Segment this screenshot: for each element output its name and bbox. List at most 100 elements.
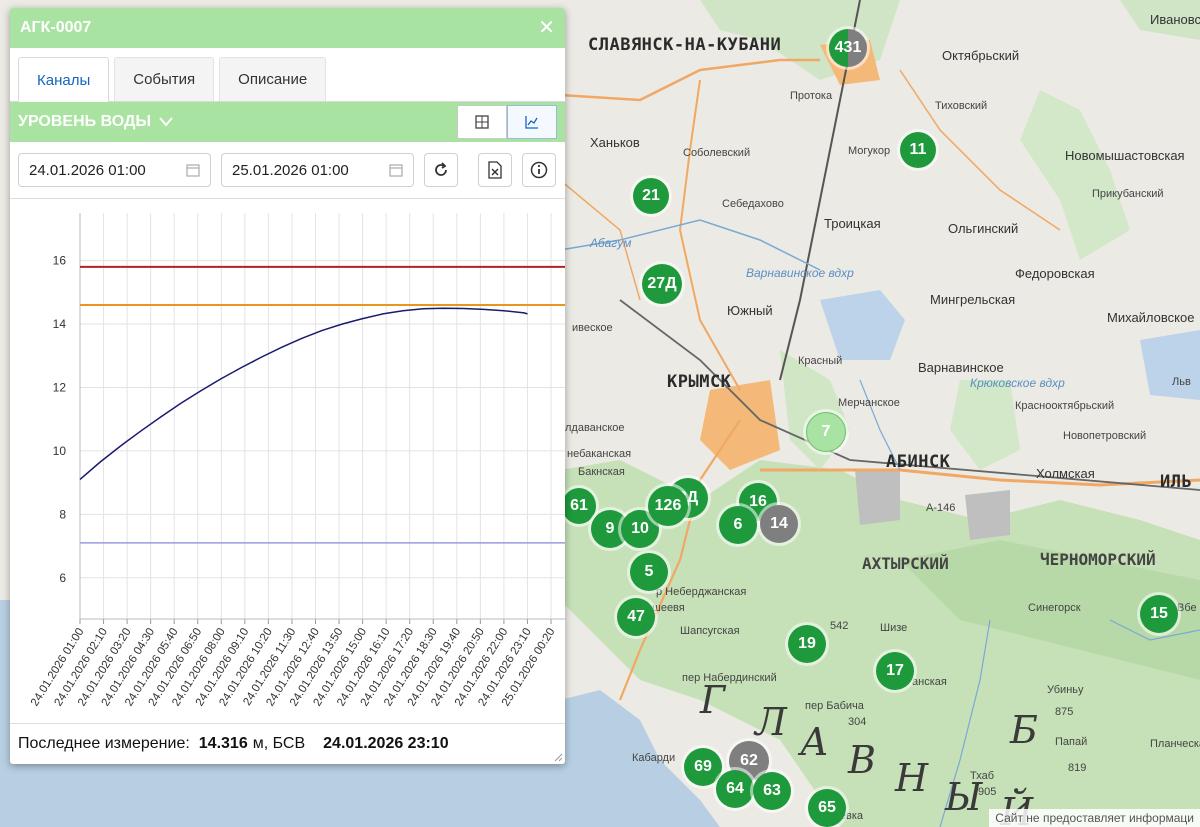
city-label: КРЫМСК	[667, 372, 732, 392]
village-label: Себедахово	[722, 198, 784, 210]
y-tick-label: 12	[53, 380, 67, 394]
village-label: ивеское	[572, 322, 613, 334]
village-label: Ханьков	[590, 135, 640, 150]
village-label: Планческая	[1150, 738, 1200, 750]
range-letter: Г	[700, 678, 726, 722]
station-cluster[interactable]: 15	[1140, 595, 1178, 633]
chart-view-button[interactable]	[507, 105, 557, 139]
station-cluster[interactable]: 65	[808, 789, 846, 827]
map-attribution: Сайт не предоставляет информаци	[989, 809, 1200, 827]
village-label: Южный	[727, 303, 773, 318]
export-excel-button[interactable]	[478, 153, 512, 187]
village-label: Кабарди	[632, 752, 676, 764]
station-cluster[interactable]: 19	[788, 625, 826, 663]
village-label: Тхаб	[970, 770, 995, 782]
line-chart-icon	[525, 116, 538, 129]
station-cluster[interactable]: 431	[829, 29, 867, 67]
date-to-field[interactable]: 25.01.2026 01:00	[221, 153, 414, 187]
resize-grip-icon[interactable]	[553, 752, 563, 762]
tab-channels[interactable]: Каналы	[18, 57, 110, 102]
region-label: ЧЕРНОМОРСКИЙ	[1040, 550, 1156, 569]
village-label: Федоровская	[1015, 266, 1095, 281]
village-label: Могукор	[848, 145, 891, 157]
city-label: СЛАВЯНСК-НА-КУБАНИ	[588, 35, 782, 55]
excel-file-icon	[488, 161, 502, 179]
view-toggle	[457, 105, 557, 139]
water-level-chart[interactable]: 24.01.2026 01:00 24.01.2026 02:10 24.01.20…	[10, 198, 565, 723]
station-cluster[interactable]: 61	[562, 488, 596, 524]
station-cluster[interactable]: 69	[684, 748, 722, 786]
village-label: Льв	[1172, 376, 1191, 388]
village-label: Шапсугская	[680, 625, 740, 637]
elevation-label: 875	[1055, 706, 1074, 718]
refresh-button[interactable]	[424, 153, 458, 187]
station-cluster[interactable]: 7	[806, 412, 846, 452]
station-cluster[interactable]: 11	[900, 132, 936, 168]
village-label: Тиховский	[935, 100, 988, 112]
city-label: АБИНСК	[886, 452, 951, 472]
station-cluster[interactable]: 6	[719, 506, 757, 544]
range-letter: В	[848, 738, 876, 782]
road-label: А-146	[926, 502, 956, 514]
table-view-button[interactable]	[457, 105, 507, 139]
info-icon	[530, 161, 548, 179]
range-letter: Ы	[945, 775, 983, 819]
station-cluster[interactable]: 47	[617, 598, 655, 636]
village-label: Синегорск	[1028, 602, 1081, 614]
calendar-icon	[186, 164, 200, 177]
elevation-label: 819	[1068, 762, 1087, 774]
station-cluster[interactable]: 17	[876, 652, 914, 690]
elevation-label: 905	[978, 786, 997, 798]
water-label: Абагум	[590, 236, 632, 250]
channel-bar: УРОВЕНЬ ВОДЫ	[10, 102, 565, 142]
panel-header: АГК-0007 ✕	[10, 8, 565, 48]
y-tick-label: 8	[59, 507, 66, 521]
info-button[interactable]	[522, 153, 556, 187]
station-cluster[interactable]: 10	[621, 510, 659, 548]
last-measurement-value: 14.316	[198, 735, 248, 752]
village-label: лдаванское	[565, 422, 625, 434]
village-label: Прикубанский	[1092, 188, 1164, 200]
village-label: Соболевский	[683, 147, 751, 159]
village-label: Троицкая	[824, 216, 881, 231]
y-tick-label: 6	[59, 571, 66, 585]
station-cluster[interactable]: 5	[630, 553, 668, 591]
city-label: ИЛЬ	[1160, 472, 1193, 492]
village-label: Ольгинский	[948, 221, 1019, 236]
village-label: Протока	[790, 90, 833, 102]
range-letter: Б	[1010, 708, 1038, 752]
village-label: пер Набердинский	[682, 672, 777, 684]
channel-select[interactable]: УРОВЕНЬ ВОДЫ	[18, 113, 173, 131]
village-label: анская	[912, 676, 947, 688]
range-letter: Л	[755, 700, 787, 744]
village-label: Красный	[798, 355, 843, 367]
close-icon[interactable]: ✕	[538, 17, 555, 39]
village-label: Новопетровский	[1063, 430, 1147, 442]
village-label: Октябрьский	[942, 48, 1020, 63]
station-cluster[interactable]: 27Д	[642, 264, 682, 304]
station-cluster[interactable]: 64	[716, 770, 754, 808]
village-label: Новомышастовская	[1065, 148, 1185, 163]
village-label: пер Бабича	[805, 700, 864, 712]
last-measurement-time: 24.01.2026 23:10	[323, 735, 449, 752]
tab-bar: Каналы События Описание	[10, 48, 565, 102]
y-tick-label: 16	[53, 254, 67, 268]
chevron-down-icon	[159, 117, 173, 127]
date-from-field[interactable]: 24.01.2026 01:00	[18, 153, 211, 187]
village-label: небаканская	[567, 448, 632, 460]
station-cluster[interactable]: 14	[760, 505, 798, 543]
water-label: Крюковское вдхр	[970, 376, 1065, 390]
station-cluster[interactable]: 126	[648, 486, 688, 526]
range-letter: А	[800, 720, 829, 764]
village-label: Мерчанское	[838, 397, 900, 409]
village-label: Вбе	[1177, 602, 1197, 614]
chart-controls: 24.01.2026 01:00 25.01.2026 01:00	[10, 142, 565, 198]
village-label: Краснооктябрьский	[1015, 400, 1115, 412]
calendar-icon	[389, 164, 403, 177]
station-cluster[interactable]: 21	[633, 178, 669, 214]
station-cluster[interactable]: 63	[753, 772, 791, 810]
date-from-value: 24.01.2026 01:00	[29, 161, 146, 179]
tab-description[interactable]: Описание	[219, 57, 327, 101]
channel-select-label: УРОВЕНЬ ВОДЫ	[18, 113, 152, 130]
tab-events[interactable]: События	[114, 57, 215, 101]
